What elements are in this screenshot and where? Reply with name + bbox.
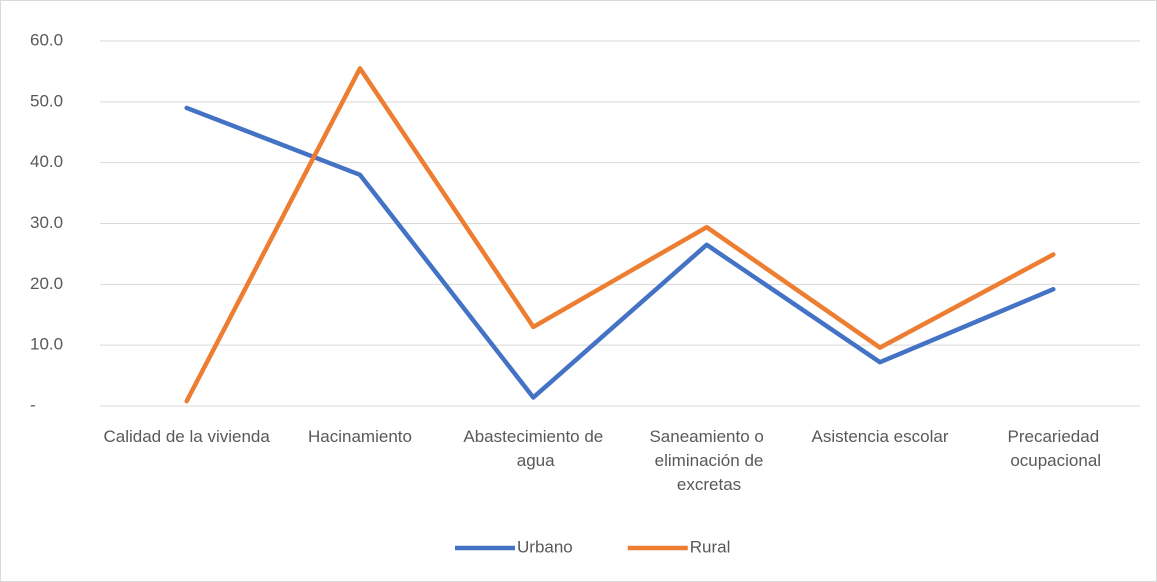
x-tick-label: Hacinamiento bbox=[308, 427, 412, 446]
x-tick-label: Calidad de la vivienda bbox=[103, 427, 270, 446]
x-tick-label: Abastecimiento de agua bbox=[463, 427, 603, 470]
x-tick-label: Saneamiento o eliminación de excretas bbox=[649, 427, 763, 494]
y-tick-label: 20.0 bbox=[30, 274, 63, 293]
x-tick-label: Precariedad ocupacional bbox=[1006, 427, 1101, 470]
y-tick-label: 10.0 bbox=[30, 335, 63, 354]
y-tick-label: - bbox=[30, 395, 36, 414]
legend-label: Urbano bbox=[517, 537, 573, 556]
y-tick-label: 50.0 bbox=[30, 91, 63, 110]
x-tick-label: Asistencia escolar bbox=[811, 427, 948, 446]
y-tick-label: 60.0 bbox=[30, 30, 63, 49]
y-tick-label: 30.0 bbox=[30, 213, 63, 232]
legend-label: Rural bbox=[690, 537, 731, 556]
series-line bbox=[184, 66, 1056, 404]
series-line bbox=[184, 105, 1056, 400]
y-tick-label: 40.0 bbox=[30, 152, 63, 171]
